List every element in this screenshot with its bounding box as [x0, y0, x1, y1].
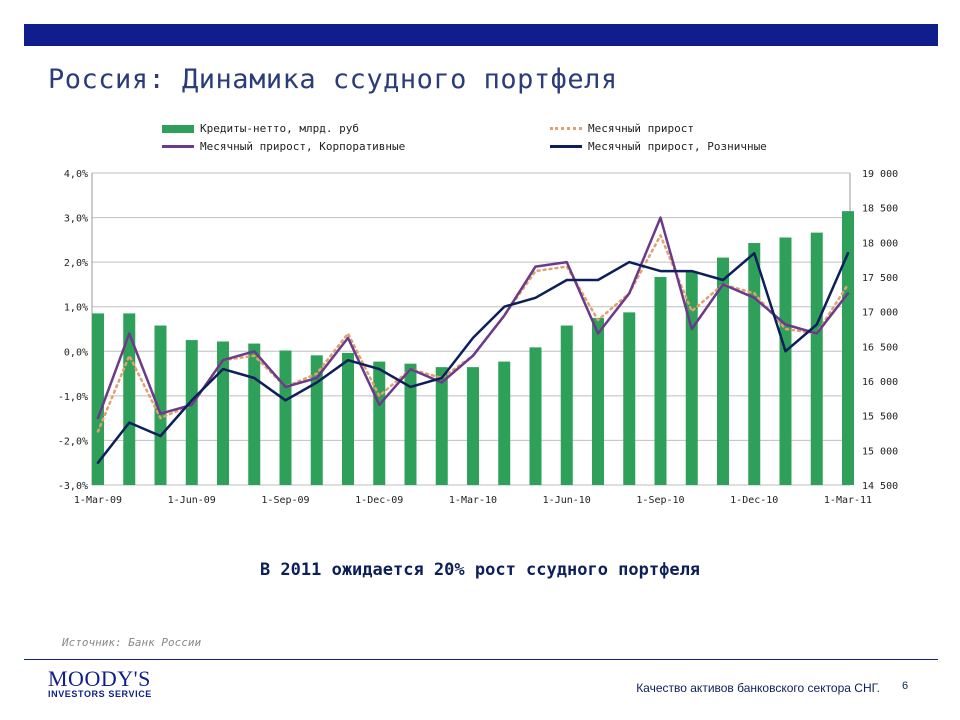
bar: [248, 343, 261, 485]
x-tick-label: 1-Jun-09: [168, 495, 216, 506]
legend-swatch-total: [550, 127, 582, 130]
y-right-tick-label: 17 000: [862, 308, 898, 319]
y-right-tick-label: 15 500: [862, 412, 898, 423]
bar: [185, 340, 198, 485]
y-right-tick-label: 15 000: [862, 446, 898, 457]
page-number: 6: [902, 680, 909, 692]
legend-item-total: Месячный прирост: [550, 122, 694, 135]
x-tick-label: 1-Sep-10: [636, 495, 684, 506]
bar: [748, 243, 761, 485]
bar: [779, 237, 792, 485]
y-right-tick-label: 16 500: [862, 342, 898, 353]
bar: [592, 317, 604, 485]
bar: [560, 325, 573, 485]
footer-divider: [24, 659, 938, 660]
bar: [529, 347, 542, 485]
y-left-tick-label: -3,0%: [58, 481, 88, 492]
y-left-tick-label: 1,0%: [64, 303, 88, 314]
bar: [404, 363, 417, 485]
x-tick-label: 1-Mar-11: [824, 495, 872, 506]
legend-label-retail: Месячный прирост, Розничные: [588, 140, 767, 153]
y-right-tick-label: 16 000: [862, 377, 898, 388]
bar: [92, 313, 104, 485]
bar: [435, 367, 448, 485]
bar: [467, 367, 479, 485]
bar: [342, 352, 354, 485]
y-left-tick-label: 3,0%: [64, 214, 88, 225]
y-left-tick-label: -1,0%: [58, 392, 88, 403]
x-tick-label: 1-Sep-09: [261, 495, 309, 506]
legend-item-corp: Месячный прирост, Корпоративные: [162, 140, 405, 153]
y-right-tick-label: 14 500: [862, 481, 898, 492]
bar: [279, 350, 292, 485]
bar: [310, 355, 323, 485]
slide-title: Россия: Динамика ссудного портфеля: [48, 64, 618, 95]
series-line-corp: [96, 216, 850, 420]
x-tick-label: 1-Jun-10: [543, 495, 591, 506]
legend-item-retail: Месячный прирост, Розничные: [550, 140, 767, 153]
bar: [654, 277, 667, 485]
logo-sub-text: INVESTORS SERVICE: [48, 689, 152, 699]
legend-label-total: Месячный прирост: [588, 122, 694, 135]
legend-swatch-retail: [550, 145, 582, 148]
logo-main-text: MOODY'S: [48, 666, 151, 691]
bar: [810, 232, 823, 485]
bar: [217, 341, 229, 485]
top-banner-bar: [24, 24, 938, 46]
legend-swatch-corp: [162, 145, 194, 148]
legend-label-bars: Кредиты-нетто, млрд. руб: [200, 122, 359, 135]
footer-caption: Качество активов банковского сектора СНГ…: [636, 681, 880, 695]
chart-subtitle: В 2011 ожидается 20% рост ссудного портф…: [259, 560, 701, 580]
legend-item-bars: Кредиты-нетто, млрд. руб: [162, 122, 359, 135]
bar: [623, 312, 636, 485]
bar: [498, 361, 511, 485]
bar: [717, 257, 729, 485]
series-line-retail: [96, 251, 850, 464]
legend-label-corp: Месячный прирост, Корпоративные: [200, 140, 406, 153]
y-left-tick-label: 2,0%: [64, 258, 88, 269]
x-tick-label: 1-Dec-09: [355, 495, 403, 506]
chart-legend: Кредиты-нетто, млрд. руб Месячный прирос…: [162, 122, 862, 158]
y-right-tick-label: 18 500: [862, 204, 898, 215]
y-right-tick-label: 18 000: [862, 238, 898, 249]
legend-swatch-bars: [162, 124, 194, 133]
x-tick-label: 1-Dec-10: [730, 495, 778, 506]
bar: [373, 361, 386, 485]
source-note: Источник: Банк России: [62, 636, 202, 649]
y-left-tick-label: 0,0%: [64, 347, 88, 358]
x-tick-label: 1-Mar-10: [449, 495, 497, 506]
x-tick-label: 1-Mar-09: [74, 495, 122, 506]
moodys-logo: MOODY'S INVESTORS SERVICE: [48, 666, 152, 700]
y-right-tick-label: 19 000: [862, 169, 898, 180]
y-left-tick-label: -2,0%: [58, 436, 88, 447]
bar: [154, 325, 167, 485]
y-right-tick-label: 17 500: [862, 273, 898, 284]
bar: [123, 313, 136, 485]
y-left-tick-label: 4,0%: [64, 169, 88, 180]
bar: [842, 211, 854, 485]
